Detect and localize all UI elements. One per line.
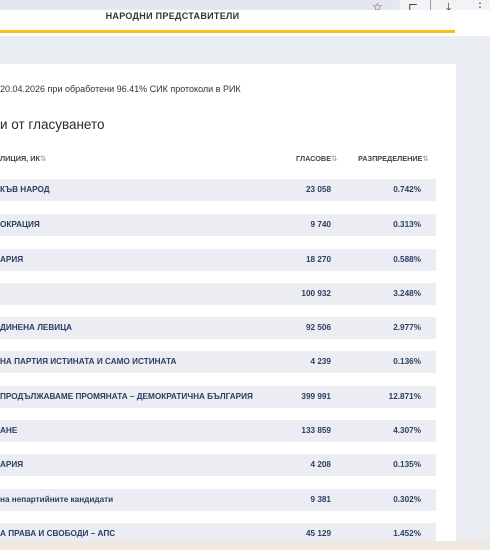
bookmark-star-icon[interactable]: ☆ [372, 0, 383, 14]
sort-icon[interactable]: ⇅ [331, 154, 338, 163]
results-heading: и от гласуването [0, 117, 105, 132]
party-name: АРИЯ [0, 460, 24, 469]
votes-value: 4 239 [310, 357, 332, 366]
share-value: 12.871% [388, 392, 421, 401]
votes-value: 9 740 [310, 220, 332, 229]
sort-icon[interactable]: ⇅ [422, 154, 429, 163]
processing-status-text: 20.04.2026 при обработени 96.41% СИК про… [0, 84, 241, 94]
table-row[interactable]: на непартийните кандидати 9 381 0.302% [0, 489, 436, 511]
votes-value: 4 208 [310, 460, 332, 469]
download-icon[interactable]: ⤓ [446, 0, 452, 14]
share-value: 1.452% [393, 529, 421, 538]
share-value: 3.248% [393, 289, 421, 298]
votes-value: 92 506 [305, 323, 331, 332]
votes-value: 23 058 [305, 185, 331, 194]
table-row[interactable]: ДИНЕНА ЛЕВИЦА 92 506 2.977% [0, 317, 436, 339]
column-header-name-label: ЛИЦИЯ, ИК [0, 154, 40, 163]
party-name: на непартийните кандидати [0, 495, 114, 504]
toolbar-divider [430, 0, 431, 12]
votes-value: 100 932 [301, 289, 331, 298]
votes-value: 133 859 [301, 426, 331, 435]
share-value: 0.302% [393, 495, 421, 504]
table-row[interactable]: КЪВ НАРОД 23 058 0.742% [0, 179, 436, 201]
table-row[interactable]: 100 932 3.248% [0, 283, 436, 305]
column-header-name[interactable]: ЛИЦИЯ, ИК⇅ [0, 154, 46, 163]
table-row[interactable]: АРИЯ 4 208 0.135% [0, 454, 436, 476]
sort-icon[interactable]: ⇅ [39, 154, 47, 163]
share-value: 0.588% [393, 255, 421, 264]
share-value: 0.135% [393, 460, 421, 469]
table-row[interactable]: ПРОДЪЛЖАВАМЕ ПРОМЯНАТА – ДЕМОКРАТИЧНА БЪ… [0, 386, 436, 408]
party-name: КЪВ НАРОД [0, 185, 50, 194]
column-header-votes-label: ГЛАСОВЕ [296, 154, 332, 163]
party-name: ДИНЕНА ЛЕВИЦА [0, 323, 73, 332]
share-value: 2.977% [393, 323, 421, 332]
party-name: ПРОДЪЛЖАВАМЕ ПРОМЯНАТА – ДЕМОКРАТИЧНА БЪ… [0, 392, 253, 401]
header-accent-line [0, 30, 455, 33]
page-bottom-strip [0, 541, 490, 550]
table-row[interactable]: НА ПАРТИЯ ИСТИНАТА И САМО ИСТИНАТА 4 239… [0, 351, 436, 373]
table-row[interactable]: АНЕ 133 859 4.307% [0, 420, 436, 442]
party-name: АНЕ [0, 426, 18, 435]
votes-value: 45 129 [305, 529, 331, 538]
votes-value: 18 270 [305, 255, 331, 264]
votes-value: 9 381 [310, 495, 332, 504]
site-header: НАРОДНИ ПРЕДСТАВИТЕЛИ [0, 10, 490, 36]
party-name: ОКРАЦИЯ [0, 220, 40, 229]
share-value: 0.742% [393, 185, 421, 194]
column-header-votes[interactable]: ГЛАСОВЕ⇅ [296, 154, 337, 163]
column-header-share[interactable]: РАЗПРЕДЕЛЕНИЕ⇅ [358, 154, 429, 163]
header-nav-title[interactable]: НАРОДНИ ПРЕДСТАВИТЕЛИ [105, 11, 240, 21]
share-value: 0.136% [393, 357, 421, 366]
results-card: 20.04.2026 при обработени 96.41% СИК про… [0, 64, 456, 550]
votes-value: 399 991 [301, 392, 331, 401]
party-name: НА ПАРТИЯ ИСТИНАТА И САМО ИСТИНАТА [0, 357, 177, 366]
extensions-icon[interactable]: ⊏ [408, 0, 419, 14]
party-name: АРИЯ [0, 255, 24, 264]
table-row[interactable]: А ПРАВА И СВОБОДИ – АПС 45 129 1.452% [0, 523, 436, 545]
column-header-share-label: РАЗПРЕДЕЛЕНИЕ [358, 154, 423, 163]
party-name: А ПРАВА И СВОБОДИ – АПС [0, 529, 116, 538]
share-value: 4.307% [393, 426, 421, 435]
share-value: 0.313% [393, 220, 421, 229]
table-row[interactable]: ОКРАЦИЯ 9 740 0.313% [0, 214, 436, 236]
table-row[interactable]: АРИЯ 18 270 0.588% [0, 249, 436, 271]
